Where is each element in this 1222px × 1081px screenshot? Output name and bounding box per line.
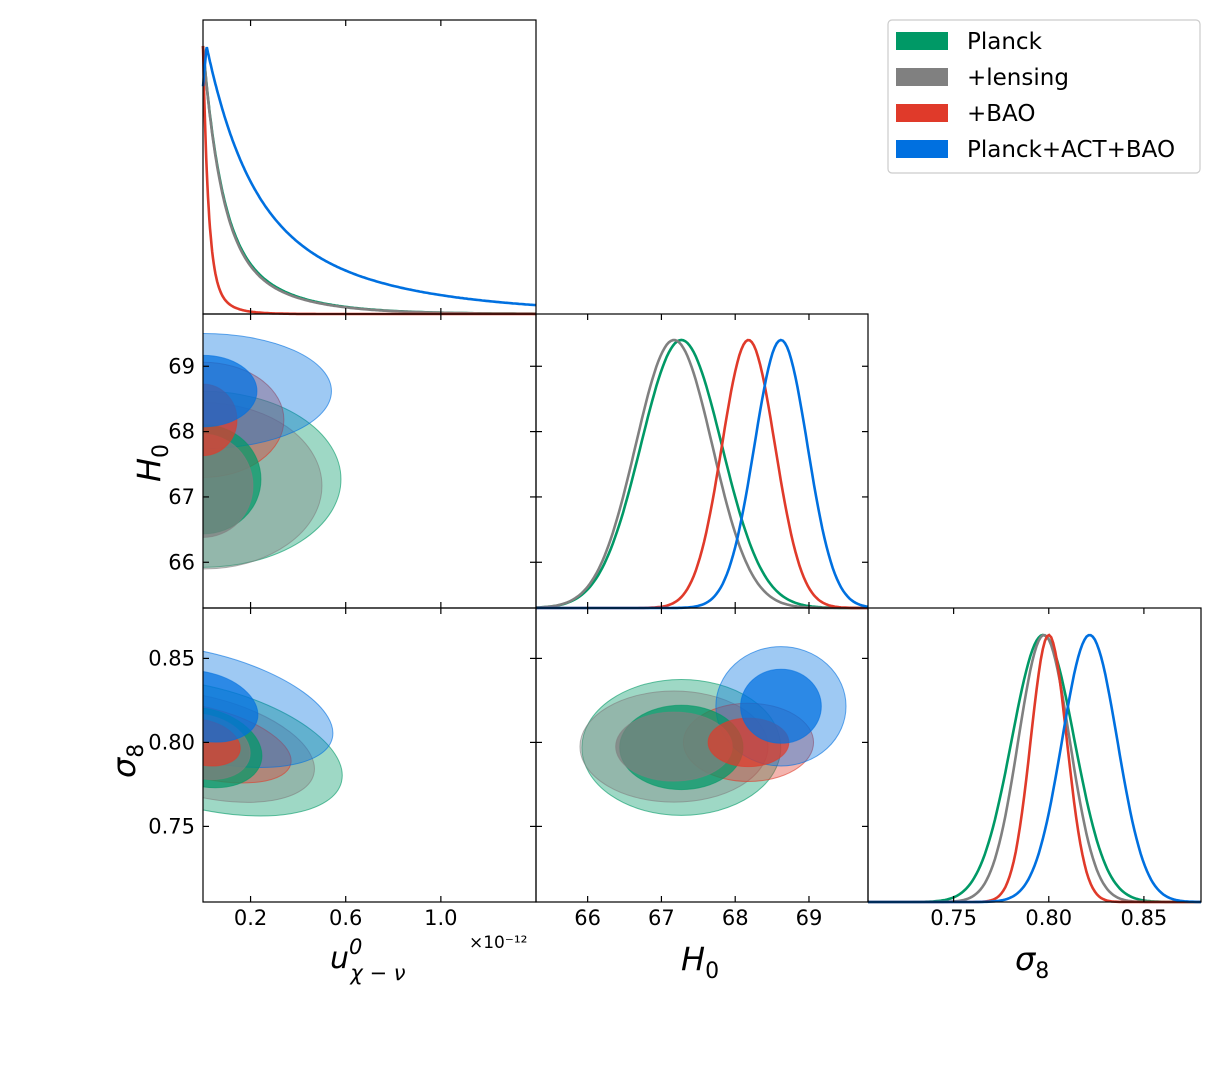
- h0-xtick-label: 68: [722, 906, 749, 930]
- h0-marginal-curve-lensing: [535, 338, 868, 610]
- u-h0-contour-68-planck-act-bao: [203, 354, 258, 428]
- u-tick-label: 0.2: [234, 906, 267, 930]
- u-marginal-curve-planck-act-bao: [201, 46, 537, 307]
- sigma8-ytick-label: 0.85: [148, 646, 195, 670]
- h0-marginal-curve-planck: [535, 338, 868, 610]
- frame-sigma8-marginal: [867, 607, 1202, 903]
- h0-ytick-label: 67: [168, 485, 195, 509]
- h0-ytick-label: 66: [168, 550, 195, 574]
- x-axis-label-sigma8: σ8: [1015, 940, 1049, 984]
- h0-marginal-curve-planck-act-bao: [536, 338, 869, 610]
- u-marginal-curve-lensing: [201, 45, 536, 316]
- h0-marginal-curve-bao: [536, 338, 868, 610]
- legend-box: [887, 19, 1201, 174]
- ticks: 0.2 0.6 1.0 66 67 68 69 0.75 0.80 0.85 66 67 68 69 0.7…: [148, 20, 1167, 930]
- legend-swatch-planck: [896, 32, 948, 50]
- u-scale-label: ×10⁻¹²: [469, 933, 527, 953]
- h0-ytick-label: 68: [168, 420, 195, 444]
- sigma8-xtick-label: 0.85: [1121, 906, 1168, 930]
- legend-label-planck: Planck: [967, 29, 1043, 55]
- sigma8-marginal-curve-bao: [868, 633, 1201, 904]
- y-axis-label-sigma8: σ8: [105, 744, 149, 778]
- h0-sigma8-contour-68-planck-act-bao: [740, 668, 822, 744]
- legend: Planck +lensing +BAO Planck+ACT+BAO: [887, 19, 1201, 174]
- panel-u-marginal: [201, 45, 537, 316]
- y-axis-label-h0: H0: [130, 444, 174, 482]
- legend-label-planck-act-bao: Planck+ACT+BAO: [967, 137, 1175, 163]
- x-axis-label-u: u0 χ − ν: [330, 935, 406, 985]
- u-tick-label: 1.0: [424, 906, 457, 930]
- u-marginal-curve-planck: [201, 45, 536, 315]
- h0-xtick-label: 66: [574, 906, 601, 930]
- u-marginal-curve-bao: [201, 45, 536, 316]
- panel-u-vs-h0: [203, 332, 342, 570]
- sigma8-marginal-curve-planck-act-bao: [868, 633, 1201, 904]
- panel-sigma8-marginal: [868, 633, 1201, 904]
- panel-h0-marginal: [535, 338, 869, 610]
- h0-ytick-label: 69: [168, 354, 195, 378]
- sigma8-marginal-curve-planck: [868, 633, 1201, 904]
- sigma8-ytick-label: 0.75: [148, 814, 195, 838]
- sigma8-xtick-label: 0.75: [930, 906, 977, 930]
- legend-swatch-planck-act-bao: [896, 140, 948, 158]
- sigma8-xtick-label: 0.80: [1025, 906, 1072, 930]
- h0-xtick-label: 67: [648, 906, 675, 930]
- x-axis-label-h0: H0: [681, 940, 719, 984]
- legend-label-lensing: +lensing: [967, 65, 1069, 91]
- sigma8-marginal-curve-lensing: [868, 633, 1201, 904]
- h0-xtick-label: 69: [796, 906, 823, 930]
- frame-h0-marginal: [535, 313, 869, 609]
- legend-swatch-bao: [896, 104, 948, 122]
- u-sigma8-contour-95-planck-act-bao: [203, 644, 334, 768]
- panel-h0-vs-sigma8: [579, 646, 847, 816]
- sigma8-ytick-label: 0.80: [148, 730, 195, 754]
- u-tick-label: 0.6: [329, 906, 362, 930]
- legend-swatch-lensing: [896, 68, 948, 86]
- legend-label-bao: +BAO: [967, 101, 1035, 127]
